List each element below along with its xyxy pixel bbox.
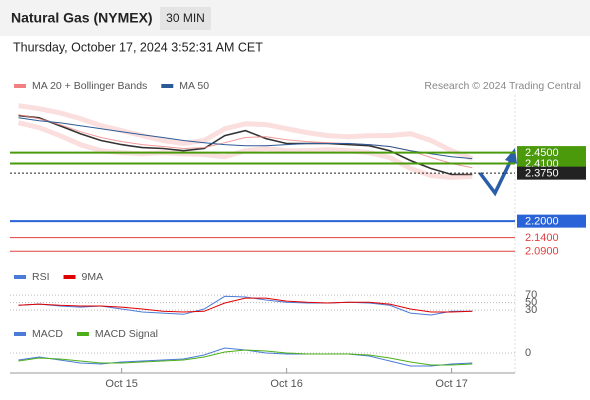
legend-swatch bbox=[14, 332, 26, 336]
level-label: 2.1400 bbox=[525, 232, 559, 244]
legend-swatch bbox=[63, 275, 76, 279]
legend-swatch bbox=[161, 84, 174, 88]
level-label: 2.4500 bbox=[525, 147, 559, 159]
timeframe-box bbox=[160, 7, 211, 30]
legend-label: 9MA bbox=[82, 271, 104, 283]
credit: Research © 2024 Trading Central bbox=[424, 80, 581, 92]
series-line bbox=[18, 114, 473, 176]
header-bar bbox=[0, 0, 590, 36]
forecast-arrowhead bbox=[505, 148, 517, 164]
timeframe: 30 MIN bbox=[166, 11, 205, 25]
series-line bbox=[18, 117, 473, 160]
legend-label: MA 50 bbox=[179, 80, 209, 92]
x-tick-label: Oct 17 bbox=[435, 378, 467, 390]
legend-label: MACD bbox=[32, 328, 63, 340]
bollinger-band bbox=[17, 120, 473, 181]
legend-swatch bbox=[14, 84, 26, 88]
level-label: 2.0900 bbox=[525, 246, 559, 258]
x-tick-label: Oct 15 bbox=[105, 378, 137, 390]
y-tick-label: 30 bbox=[525, 304, 537, 316]
bollinger-band bbox=[18, 103, 474, 161]
level-label: 2.3750 bbox=[525, 168, 559, 180]
level-label-box bbox=[517, 214, 586, 228]
y-tick-label: 70 bbox=[525, 289, 537, 301]
legend-swatch bbox=[14, 275, 26, 279]
y-tick-label: 0 bbox=[525, 347, 531, 359]
x-tick-label: Oct 16 bbox=[270, 378, 302, 390]
legend-label: MA 20 + Bollinger Bands bbox=[32, 80, 147, 92]
legend-label: RSI bbox=[32, 271, 50, 283]
legend-label: MACD Signal bbox=[95, 328, 158, 340]
forecast-arrow bbox=[478, 157, 514, 197]
datetime: Thursday, October 17, 2024 3:52:31 AM CE… bbox=[13, 40, 263, 54]
series-line bbox=[18, 349, 473, 366]
level-label-box bbox=[517, 166, 586, 180]
level-label: 2.2000 bbox=[525, 216, 559, 228]
y-tick-label: 50 bbox=[525, 297, 537, 309]
level-label-box bbox=[517, 146, 586, 160]
legend-swatch bbox=[76, 332, 89, 336]
series-line bbox=[18, 347, 473, 367]
series-line bbox=[18, 297, 473, 313]
title: Natural Gas (NYMEX) bbox=[11, 10, 153, 26]
